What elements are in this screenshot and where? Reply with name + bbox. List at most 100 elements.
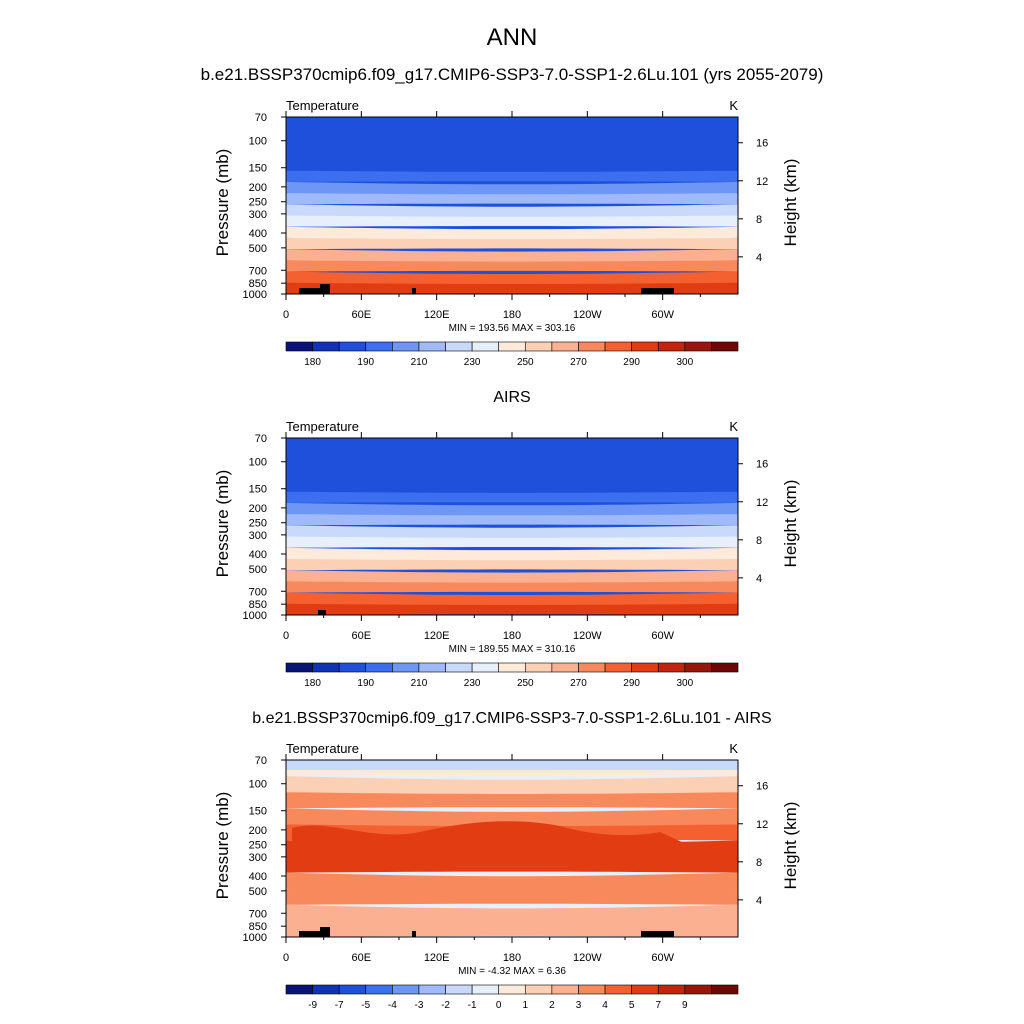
colorbar-label: -3 xyxy=(414,1000,423,1011)
colorbar-label: 290 xyxy=(623,357,640,368)
lon-tick-label: 60W xyxy=(651,630,674,642)
pressure-tick-label: 850 xyxy=(249,278,267,290)
contour-band-6 xyxy=(286,547,738,561)
contour-field xyxy=(286,760,738,937)
colorbar-segment xyxy=(418,984,446,995)
pressure-tick-label: 100 xyxy=(249,779,267,791)
colorbar-segment xyxy=(631,662,659,673)
height-tick-label: 12 xyxy=(756,176,768,188)
contour-band-2 xyxy=(286,271,738,284)
panel-title: b.e21.BSSP370cmip6.f09_g17.CMIP6-SSP3-7.… xyxy=(201,65,824,84)
lon-tick-label: 180 xyxy=(503,952,521,964)
y2-axis-label: Height (km) xyxy=(781,159,800,247)
pressure-tick-label: 1000 xyxy=(243,932,267,944)
panel-title: b.e21.BSSP370cmip6.f09_g17.CMIP6-SSP3-7.… xyxy=(252,710,771,727)
min-max-stats: MIN = 189.55 MAX = 310.16 xyxy=(449,644,576,655)
colorbar-segment xyxy=(445,984,473,995)
lon-tick-label: 120W xyxy=(573,630,602,642)
colorbar-segment xyxy=(338,662,367,673)
colorbar-label: -1 xyxy=(468,1000,477,1011)
height-tick-label: 16 xyxy=(756,459,768,471)
colorbar-segment xyxy=(285,984,313,995)
colorbar-segment xyxy=(418,662,446,673)
colorbar-label: 250 xyxy=(517,357,534,368)
colorbar-label: 4 xyxy=(602,1000,608,1011)
variable-label: Temperature xyxy=(286,419,359,434)
panel-title: AIRS xyxy=(493,389,530,406)
pressure-tick-label: 200 xyxy=(249,182,267,194)
colorbar-segment xyxy=(338,984,367,995)
colorbar-segment xyxy=(631,984,659,995)
terrain-mask xyxy=(320,284,330,294)
colorbar-segment xyxy=(551,662,579,673)
panel-1: b.e21.BSSP370cmip6.f09_g17.CMIP6-SSP3-7.… xyxy=(201,65,824,368)
contour-band-10 xyxy=(286,181,738,195)
height-tick-label: 16 xyxy=(756,781,768,793)
terrain-mask xyxy=(299,931,322,937)
pressure-tick-label: 100 xyxy=(249,457,267,469)
colorbar-segment xyxy=(365,662,393,673)
colorbar-label: 300 xyxy=(676,357,693,368)
figure-title: ANN xyxy=(487,24,538,51)
lon-tick-label: 180 xyxy=(503,309,521,321)
colorbar: -9 -7 -5 -4 -3 -2 -1 0 1 2 3 4 5 7 9 xyxy=(285,984,739,1011)
pressure-tick-label: 200 xyxy=(249,503,267,515)
colorbar-segment xyxy=(312,984,340,995)
colorbar-label: 180 xyxy=(304,357,321,368)
pressure-tick-label: 500 xyxy=(249,564,267,576)
y-axis-label: Pressure (mb) xyxy=(213,470,232,578)
colorbar: 180 190 210 230 250 270 290 300 xyxy=(285,662,739,689)
colorbar-label: -5 xyxy=(361,1000,370,1011)
pressure-tick-label: 700 xyxy=(249,586,267,598)
contour-band-4 xyxy=(286,249,738,262)
colorbar-segment xyxy=(578,662,606,673)
colorbar-label: 250 xyxy=(517,678,534,689)
terrain-mask xyxy=(641,288,674,294)
pressure-tick-label: 400 xyxy=(249,549,267,561)
pressure-tick-label: 300 xyxy=(249,852,267,864)
contour-band-4 xyxy=(286,570,738,583)
colorbar-segment xyxy=(285,662,313,673)
contour-band-4 xyxy=(286,872,738,891)
contour-band-8 xyxy=(286,808,738,827)
contour-band-8 xyxy=(286,525,738,538)
lon-tick-label: 60E xyxy=(352,630,372,642)
colorbar-label: -7 xyxy=(335,1000,344,1011)
pressure-tick-label: 700 xyxy=(249,265,267,277)
contour-band-2 xyxy=(286,592,738,605)
colorbar-label: 210 xyxy=(411,357,428,368)
pressure-tick-label: 70 xyxy=(255,112,267,124)
colorbar-segment xyxy=(498,662,526,673)
colorbar-segment xyxy=(312,341,340,352)
pressure-tick-label: 700 xyxy=(249,908,267,920)
y2-axis-label: Height (km) xyxy=(781,480,800,568)
colorbar-label: 7 xyxy=(655,1000,661,1011)
colorbar-label: 0 xyxy=(496,1000,502,1011)
contour-upper-band xyxy=(286,760,738,770)
terrain-mask xyxy=(299,288,322,294)
colorbar-label: -2 xyxy=(441,1000,450,1011)
pressure-tick-label: 500 xyxy=(249,886,267,898)
terrain-mask xyxy=(320,927,330,937)
lon-tick-label: 0 xyxy=(283,952,289,964)
colorbar-segment xyxy=(392,984,420,995)
colorbar-label: 3 xyxy=(576,1000,582,1011)
lon-tick-label: 120E xyxy=(424,952,450,964)
colorbar-segment xyxy=(365,984,393,995)
lon-tick-label: 120E xyxy=(424,309,450,321)
colorbar-segment xyxy=(285,341,313,352)
units-label: K xyxy=(729,419,738,434)
lon-tick-label: 60W xyxy=(651,952,674,964)
colorbar-segment xyxy=(392,662,420,673)
pressure-tick-label: 200 xyxy=(249,825,267,837)
colorbar-segment xyxy=(471,341,500,352)
min-max-stats: MIN = 193.56 MAX = 303.16 xyxy=(449,323,576,334)
colorbar-segment xyxy=(551,984,579,995)
colorbar-segment xyxy=(338,341,367,352)
height-tick-label: 8 xyxy=(756,857,762,869)
pressure-tick-label: 400 xyxy=(249,228,267,240)
y-axis-label: Pressure (mb) xyxy=(213,149,232,257)
height-tick-label: 12 xyxy=(756,819,768,831)
height-tick-label: 16 xyxy=(756,138,768,150)
colorbar-segment xyxy=(711,662,739,673)
